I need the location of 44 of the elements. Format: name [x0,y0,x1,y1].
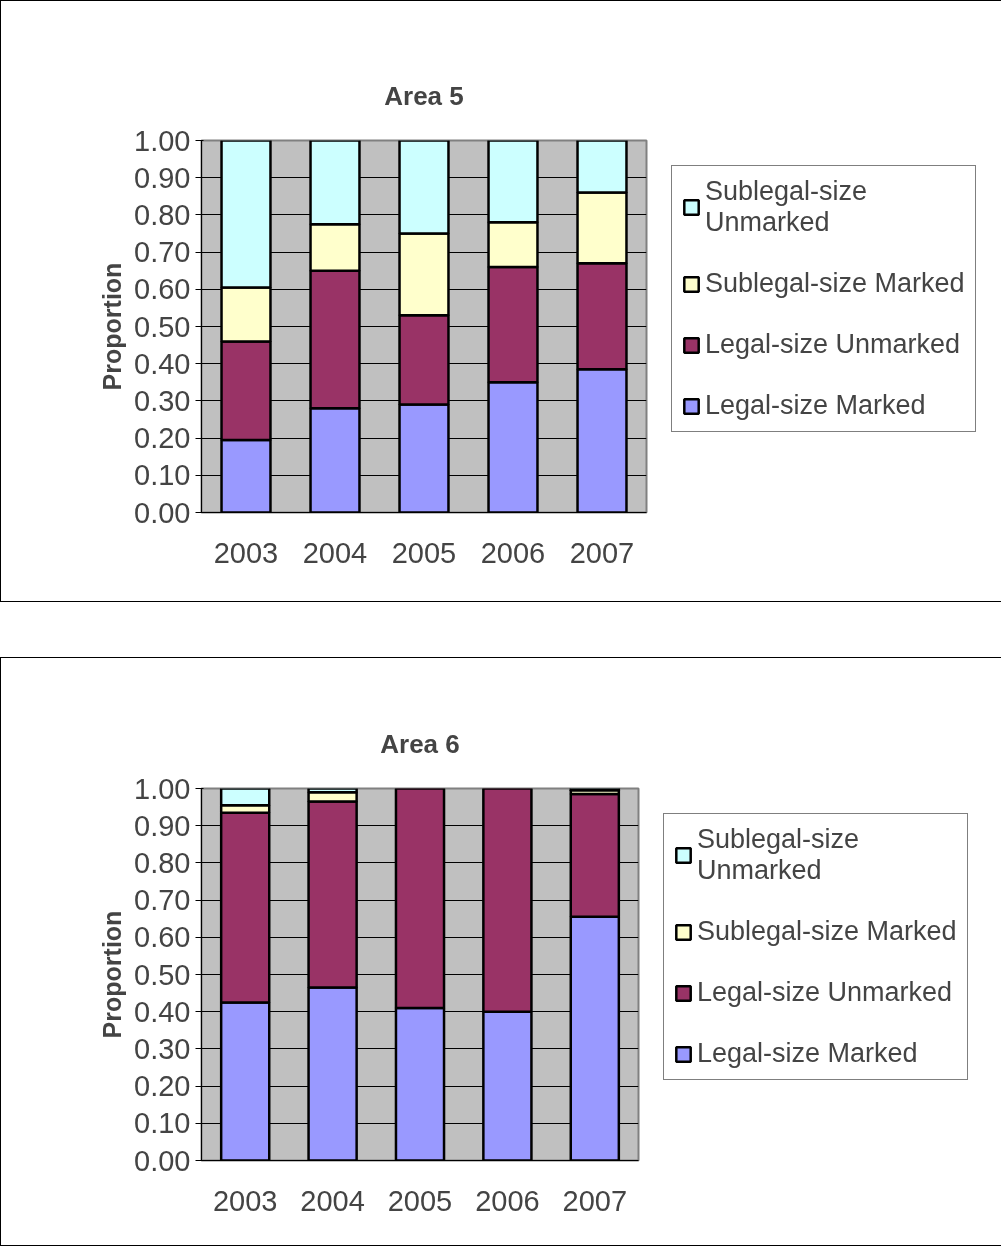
y-tick-label: 0.40 [134,347,191,380]
y-tick-label: 0.00 [134,1144,191,1177]
legend-label: Legal-size Unmarked [705,329,961,360]
x-tick-label: 2004 [300,1184,365,1217]
legend-label: Sublegal-size Marked [697,916,957,947]
y-tick-label: 0.10 [134,459,191,492]
y-tick-label: 0.20 [134,422,191,455]
legend-label: Sublegal-size Unmarked [697,824,860,886]
y-tick-label: 1.00 [134,772,191,805]
y-tick-label: 0.40 [134,995,191,1028]
y-tick-label: 0.20 [134,1070,191,1103]
x-tick-label: 2004 [302,536,368,569]
x-tick-label: 2007 [562,1184,628,1217]
x-tick-label: 2006 [480,536,546,569]
x-tick-label: 2005 [391,536,457,569]
x-tick-label: 2007 [569,536,635,569]
chart-title: Area 6 [380,728,460,759]
y-tick-label: 0.00 [134,496,191,529]
y-tick-label: 0.90 [134,809,191,842]
y-tick-label: 1.00 [134,124,191,157]
legend-label: Sublegal-size Marked [705,268,965,299]
y-tick-label: 0.90 [134,161,191,194]
y-tick-label: 0.80 [134,846,191,879]
legend-label: Legal-size Unmarked [697,977,953,1008]
y-tick-label: 0.50 [134,958,191,991]
legend-label: Legal-size Marked [705,390,926,421]
x-tick-label: 2003 [213,536,279,569]
x-tick-label: 2005 [387,1184,453,1217]
y-tick-label: 0.30 [134,384,191,417]
y-tick-label: 0.30 [134,1032,191,1065]
legend-label: Sublegal-size Unmarked [705,176,868,238]
y-tick-label: 0.70 [134,236,191,269]
y-tick-label: 0.10 [134,1107,191,1140]
chart-title: Area 5 [384,80,464,111]
y-tick-label: 0.80 [134,198,191,231]
y-tick-label: 0.60 [134,921,191,954]
y-tick-label: 0.70 [134,884,191,917]
y-axis-title: Proportion [98,262,127,391]
y-tick-label: 0.60 [134,273,191,306]
x-tick-label: 2003 [212,1184,278,1217]
legend-label: Legal-size Marked [697,1038,918,1069]
x-tick-label: 2006 [475,1184,540,1217]
y-axis-title: Proportion [98,910,127,1039]
y-tick-label: 0.50 [134,310,191,343]
